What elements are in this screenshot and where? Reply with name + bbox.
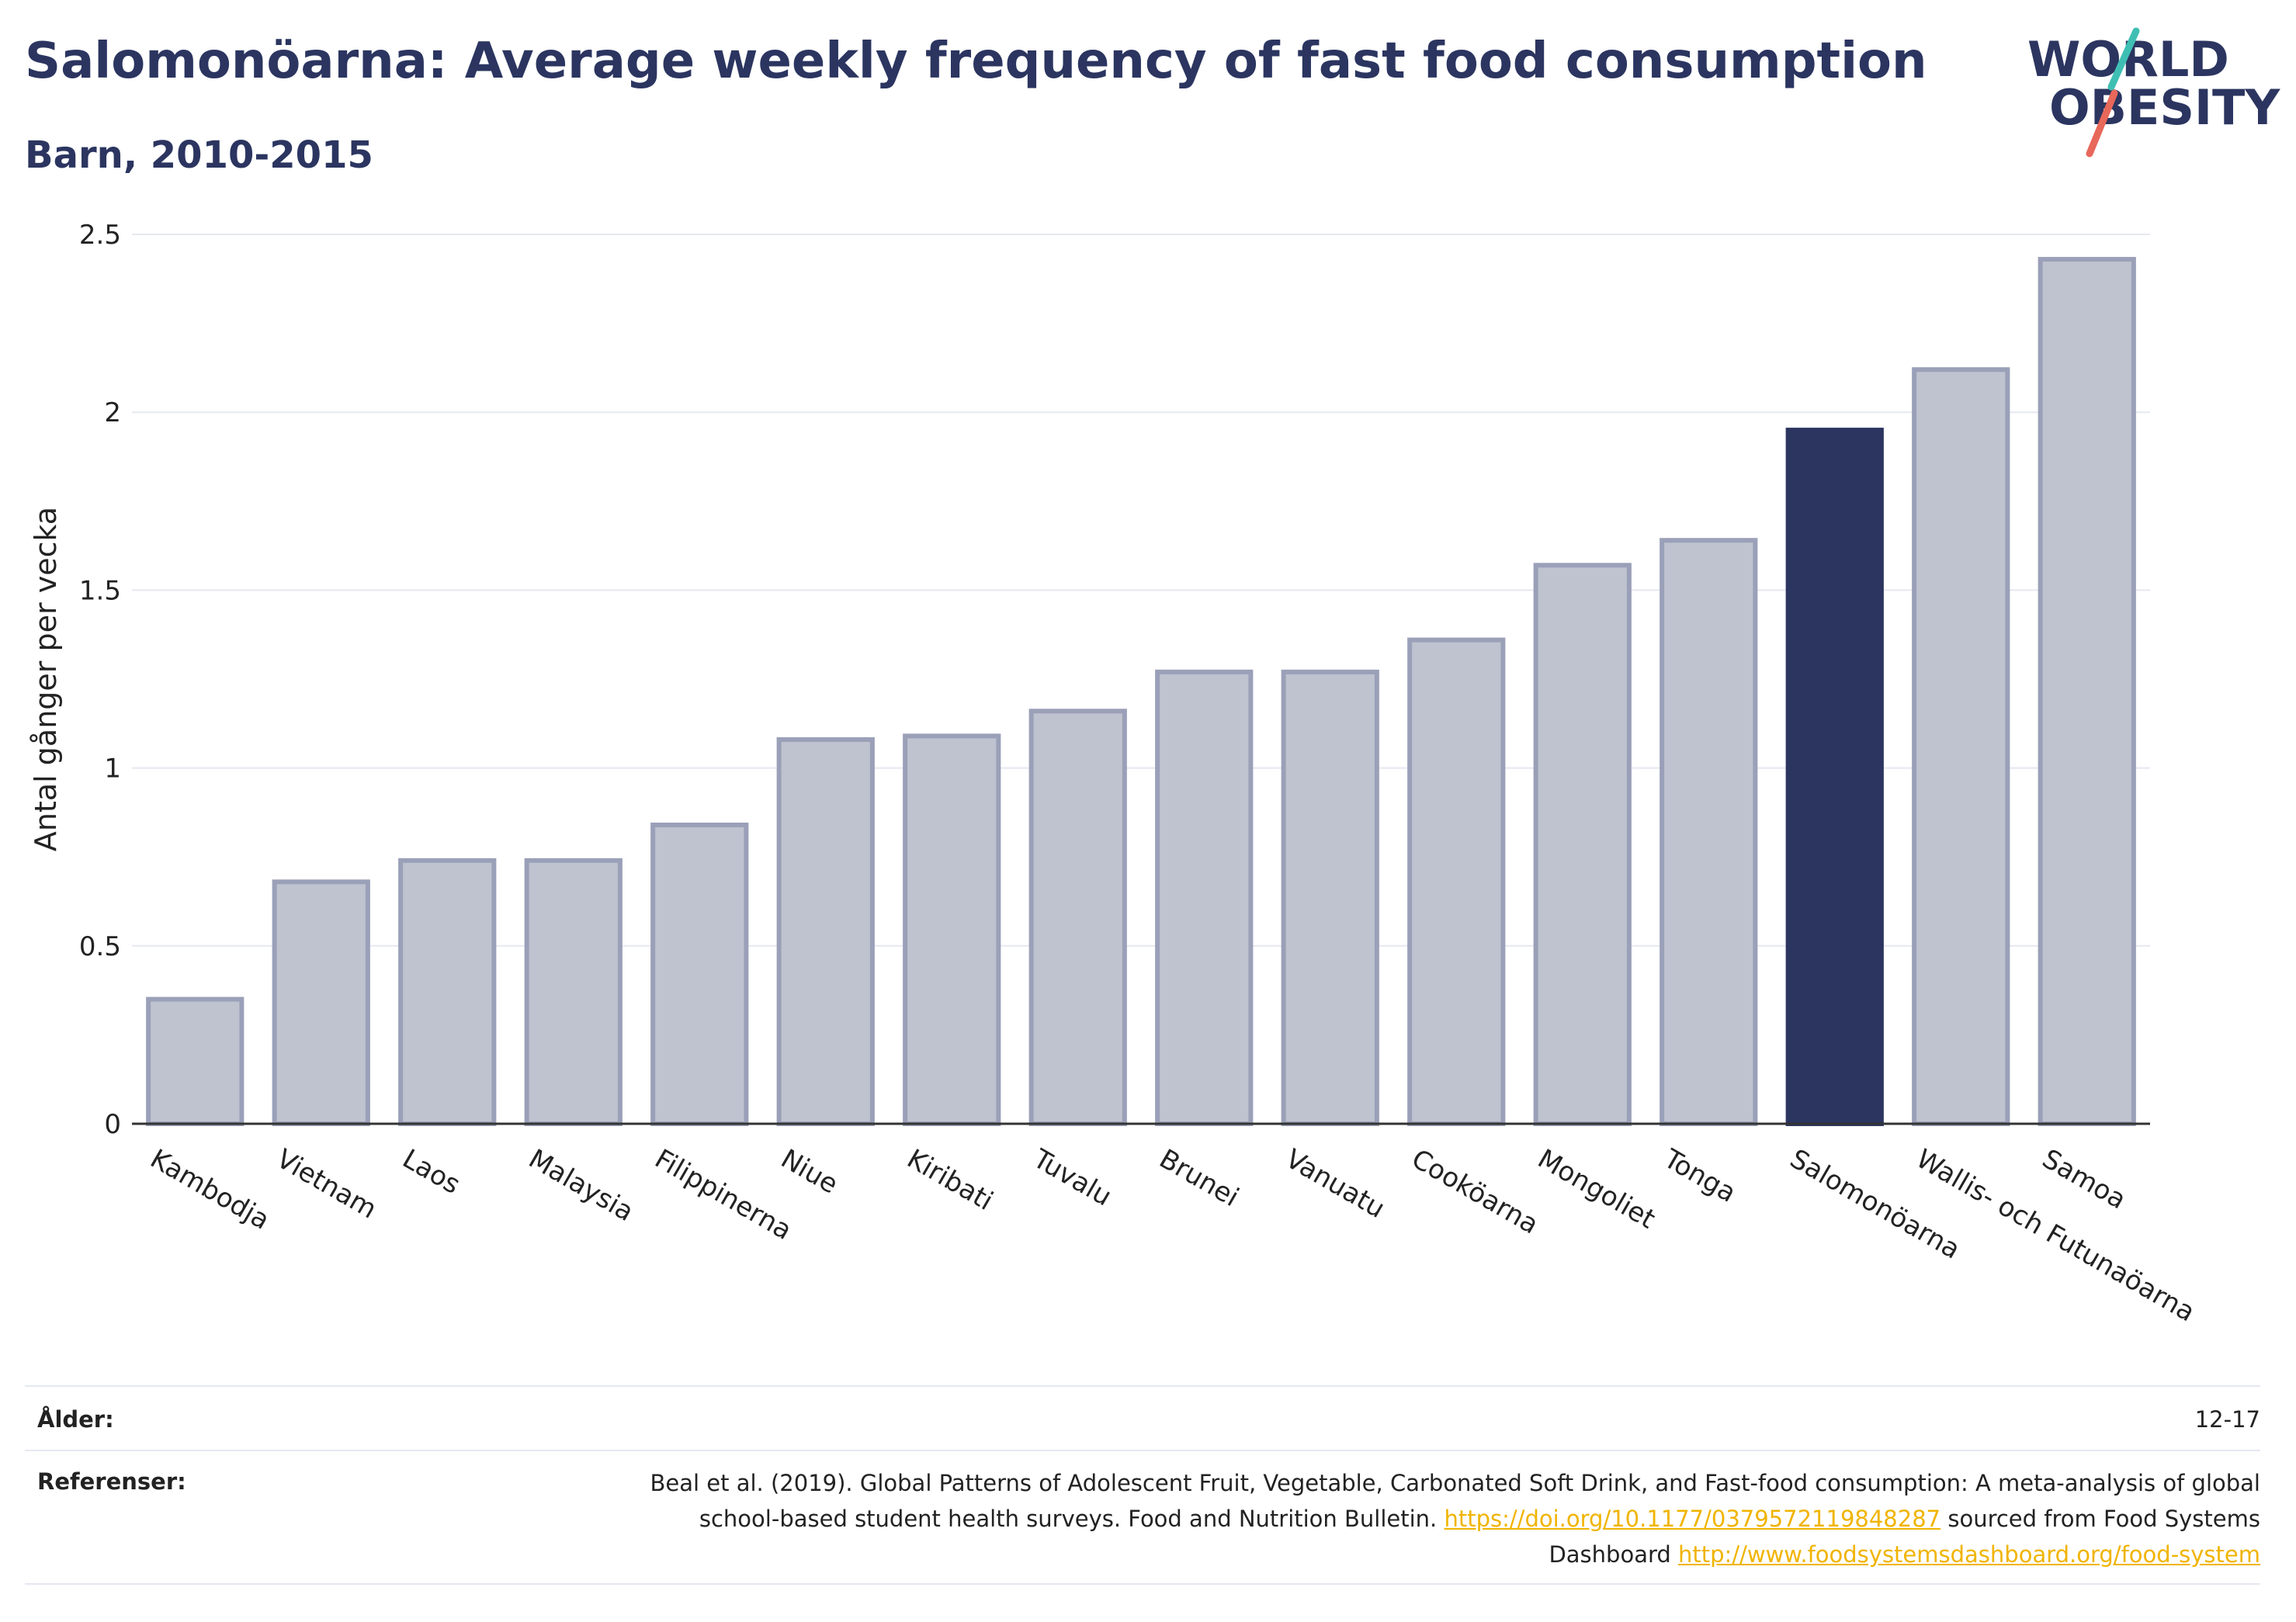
age-value: 12-17 bbox=[2194, 1406, 2260, 1433]
x-tick-label: Mongoliet bbox=[1532, 1143, 1660, 1235]
y-axis-ticks: 0 0.5 1 1.5 2 2.5 bbox=[79, 220, 121, 1140]
reference-citation: Beal et al. (2019). Global Patterns of A… bbox=[650, 1470, 2260, 1532]
bar-salomonöarna bbox=[1785, 428, 1884, 1126]
x-tick-label: Brunei bbox=[1154, 1143, 1244, 1213]
x-tick-label: Niue bbox=[775, 1143, 843, 1200]
bar-laos bbox=[398, 858, 497, 1127]
bar-samoa bbox=[2038, 257, 2136, 1126]
bar-filippinerna bbox=[650, 822, 749, 1126]
y-tick-label: 0.5 bbox=[79, 931, 121, 962]
references-label: Referenser: bbox=[37, 1468, 186, 1495]
bar-vanuatu bbox=[1281, 669, 1379, 1126]
y-tick-label: 0 bbox=[104, 1109, 121, 1140]
x-tick-label: Malaysia bbox=[523, 1143, 639, 1228]
bar-wallis-och-futunaöarna bbox=[1912, 367, 2010, 1126]
chart-title: Salomonöarna: Average weekly frequency o… bbox=[25, 33, 1927, 90]
reference-source: sourced from Food Systems Dashboard bbox=[1549, 1506, 2260, 1568]
x-tick-label: Vanuatu bbox=[1280, 1143, 1389, 1225]
bar-mongoliet bbox=[1533, 563, 1632, 1126]
reference-doi-link[interactable]: https://doi.org/10.1177/0379572119848287 bbox=[1444, 1506, 1941, 1532]
x-tick-label: Filippinerna bbox=[650, 1143, 797, 1246]
y-tick-label: 1.5 bbox=[79, 575, 121, 606]
footer-divider-bottom bbox=[25, 1583, 2260, 1585]
x-tick-label: Tonga bbox=[1658, 1143, 1741, 1209]
y-axis-label: Antal gånger per vecka bbox=[29, 507, 63, 851]
y-tick-label: 2.5 bbox=[79, 220, 121, 251]
bar-cooköarna bbox=[1407, 637, 1506, 1126]
footer-divider-top bbox=[25, 1385, 2260, 1387]
logo-line-2: OBESITY bbox=[2049, 79, 2280, 136]
age-label: Ålder: bbox=[37, 1406, 114, 1433]
x-tick-label: Tuvalu bbox=[1027, 1143, 1116, 1213]
references-row: Referenser: Beal et al. (2019). Global P… bbox=[25, 1465, 2260, 1582]
bar-brunei bbox=[1155, 669, 1254, 1126]
bar-vietnam bbox=[272, 879, 370, 1126]
footer-divider-middle bbox=[25, 1450, 2260, 1451]
world-obesity-logo: WORLD OBESITY bbox=[2027, 27, 2280, 158]
bar-malaysia bbox=[524, 858, 623, 1127]
bar-tuvalu bbox=[1028, 709, 1127, 1126]
bar-kiribati bbox=[903, 733, 1001, 1126]
references-text: Beal et al. (2019). Global Patterns of A… bbox=[599, 1465, 2260, 1572]
bars bbox=[146, 257, 2136, 1127]
x-tick-label: Kiribati bbox=[902, 1143, 998, 1217]
bar-kambodja bbox=[146, 996, 245, 1127]
y-tick-label: 1 bbox=[104, 754, 121, 785]
y-tick-label: 2 bbox=[104, 397, 121, 428]
logo-slash-top bbox=[2107, 27, 2140, 91]
x-tick-label: Vietnam bbox=[271, 1143, 382, 1225]
logo-slash-bottom bbox=[2086, 89, 2118, 158]
x-tick-label: Kambodja bbox=[145, 1143, 275, 1236]
bar-tonga bbox=[1660, 538, 1758, 1126]
age-row: Ålder: 12-17 bbox=[25, 1406, 2260, 1445]
reference-dashboard-link[interactable]: http://www.foodsystemsdashboard.org/food… bbox=[1678, 1541, 2260, 1568]
chart-subtitle: Barn, 2010-2015 bbox=[25, 133, 373, 177]
bar-niue bbox=[776, 736, 875, 1126]
x-tick-label: Laos bbox=[397, 1143, 466, 1201]
x-tick-label: Cooköarna bbox=[1406, 1143, 1544, 1240]
x-tick-label: Samoa bbox=[2037, 1143, 2131, 1215]
